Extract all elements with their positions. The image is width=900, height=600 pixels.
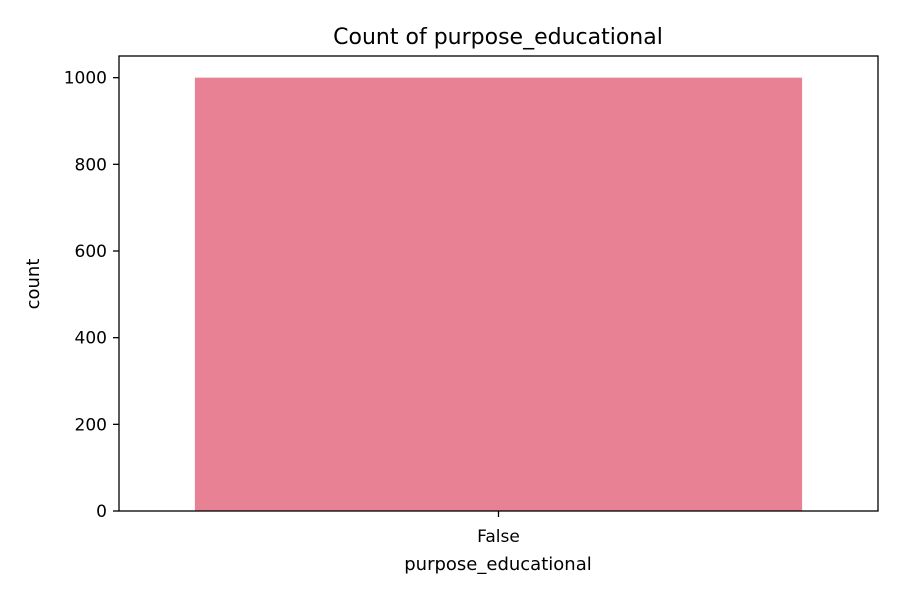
y-axis-label: count (23, 259, 44, 310)
x-tick-label: False (477, 527, 520, 547)
y-axis: 0 200 400 600 800 1000 (64, 69, 119, 522)
chart-title: Count of purpose_educational (333, 25, 663, 50)
x-axis: False (477, 511, 520, 547)
y-tick-label: 800 (75, 155, 107, 175)
y-tick-label: 600 (75, 242, 107, 262)
x-axis-label: purpose_educational (404, 554, 591, 575)
y-tick-label: 1000 (64, 69, 107, 89)
bar-false (194, 77, 803, 512)
y-tick-label: 0 (96, 502, 107, 522)
y-tick-label: 200 (75, 415, 107, 435)
bars-group (194, 77, 803, 512)
y-tick-label: 400 (75, 329, 107, 349)
